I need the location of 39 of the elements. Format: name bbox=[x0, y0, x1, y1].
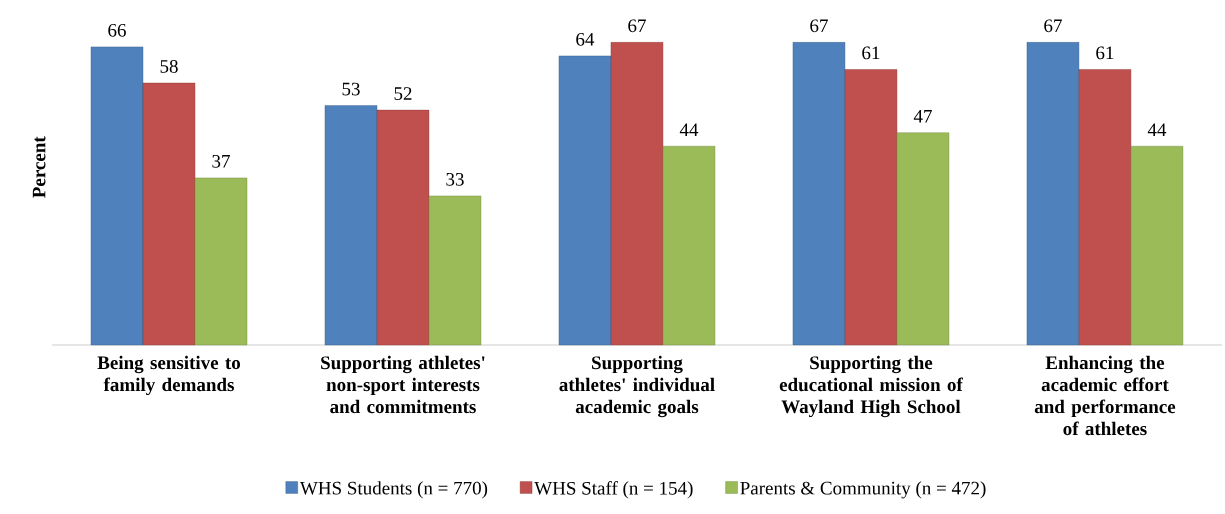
bar bbox=[1130, 146, 1184, 346]
bar bbox=[610, 42, 664, 346]
data-label: 61 bbox=[862, 46, 880, 60]
data-label: 33 bbox=[446, 172, 464, 186]
x-tick-label: Supporting athletes' individual academic goals bbox=[559, 355, 715, 418]
data-label: 44 bbox=[1147, 123, 1167, 137]
data-label: 37 bbox=[212, 154, 230, 168]
bar bbox=[1026, 42, 1080, 346]
bar bbox=[194, 177, 248, 346]
legend-label: WHS Staff (n = 154) bbox=[534, 481, 693, 499]
x-tick-label: Supporting the educational mission of Wayland High School bbox=[779, 355, 963, 418]
legend-label: WHS Students (n = 770) bbox=[299, 481, 488, 499]
data-label: 67 bbox=[628, 19, 646, 33]
bar bbox=[896, 132, 950, 346]
bar bbox=[376, 109, 430, 346]
bar bbox=[1078, 69, 1132, 346]
x-tick-label: Supporting athletes' non-sport interests and commitments bbox=[321, 355, 485, 414]
data-label: 47 bbox=[913, 110, 932, 123]
bar bbox=[792, 42, 846, 346]
x-tick-label: Being sensitive to family demands bbox=[97, 355, 241, 396]
bar bbox=[558, 55, 612, 346]
data-label: 44 bbox=[679, 123, 699, 137]
data-label: 53 bbox=[342, 82, 360, 96]
data-label: 66 bbox=[108, 23, 126, 37]
data-label: 67 bbox=[1044, 19, 1062, 33]
data-label: 67 bbox=[810, 19, 828, 33]
y-axis-title: Percent bbox=[32, 136, 46, 198]
bar bbox=[428, 195, 482, 346]
bar bbox=[90, 46, 144, 346]
bar bbox=[844, 69, 898, 346]
bar bbox=[142, 82, 196, 346]
data-label: 58 bbox=[160, 59, 178, 73]
legend-label: Parents & Community (n = 472) bbox=[740, 481, 986, 499]
data-label: 52 bbox=[394, 87, 412, 100]
bar bbox=[662, 146, 716, 346]
data-label: 61 bbox=[1096, 46, 1114, 60]
bar bbox=[324, 105, 378, 346]
x-tick-label: Enhancing the academic effort and performance of athletes bbox=[1034, 355, 1176, 436]
data-label: 64 bbox=[576, 32, 595, 46]
